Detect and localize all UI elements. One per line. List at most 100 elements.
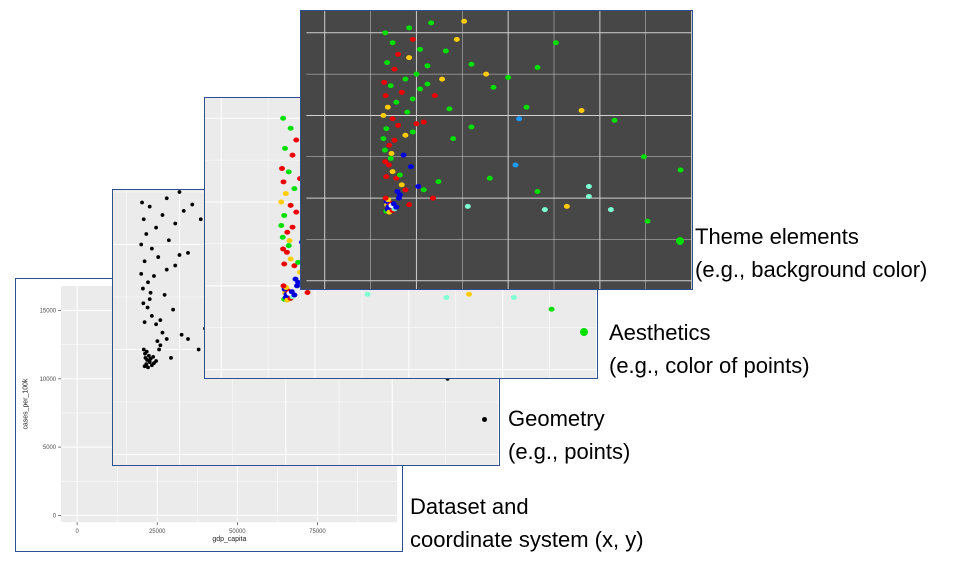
data-point <box>417 46 424 52</box>
data-point <box>381 79 388 85</box>
data-point <box>389 169 396 175</box>
data-point <box>400 152 407 158</box>
data-point <box>164 337 169 341</box>
data-point <box>142 259 147 264</box>
data-point <box>483 71 490 77</box>
data-point <box>186 337 190 341</box>
data-point <box>383 126 390 132</box>
data-point <box>541 207 548 213</box>
data-point <box>186 250 190 255</box>
data-point <box>162 292 167 297</box>
data-point <box>393 99 400 105</box>
data-point <box>611 117 618 123</box>
data-point <box>402 76 409 82</box>
x-tick-label: 75000 <box>309 529 326 535</box>
data-point <box>420 119 427 125</box>
data-point <box>154 225 158 230</box>
data-point <box>409 36 416 42</box>
data-point <box>179 332 184 337</box>
data-point <box>442 48 449 54</box>
data-point <box>145 305 150 310</box>
data-point <box>140 200 144 205</box>
data-point <box>158 343 163 348</box>
data-point <box>387 155 394 161</box>
data-point <box>406 55 413 61</box>
data-point <box>409 96 416 102</box>
data-point <box>169 355 173 360</box>
data-point <box>171 307 175 312</box>
data-point <box>156 255 161 259</box>
data-point <box>146 353 151 358</box>
data-point <box>407 164 414 170</box>
x-axis-label: gdp_capita <box>212 536 246 543</box>
x-tick-label: 25000 <box>149 529 166 535</box>
data-point <box>293 137 300 143</box>
data-point <box>141 347 146 352</box>
data-point <box>490 84 497 90</box>
data-point <box>190 202 195 207</box>
data-point <box>534 188 541 194</box>
data-point <box>293 209 300 215</box>
data-point <box>435 179 442 185</box>
data-point <box>505 74 512 80</box>
data-point <box>406 25 413 31</box>
data-point <box>164 196 169 201</box>
data-point <box>391 137 398 143</box>
data-point <box>381 147 388 153</box>
data-point <box>523 104 530 110</box>
data-point <box>278 199 285 205</box>
y-tick-label: 10000 <box>40 377 57 383</box>
data-point <box>429 195 436 201</box>
aesthetics-outside-point <box>580 328 588 336</box>
data-point <box>141 286 145 291</box>
data-point <box>585 184 592 190</box>
data-point <box>384 104 391 110</box>
y-tick-label: 15000 <box>40 309 57 315</box>
data-point <box>285 243 292 249</box>
data-point <box>148 357 153 361</box>
data-point <box>424 63 431 69</box>
data-point <box>160 213 165 217</box>
data-point <box>417 86 424 92</box>
data-point <box>450 136 457 142</box>
data-point <box>389 116 396 122</box>
data-point <box>424 81 431 87</box>
data-point <box>511 295 517 301</box>
data-point <box>406 202 413 208</box>
data-point <box>144 362 149 367</box>
data-point <box>291 292 298 298</box>
data-point <box>141 301 146 306</box>
data-point <box>516 116 523 122</box>
data-point <box>173 263 178 268</box>
caption-aesthetics: Aesthetics (e.g., color of points) <box>609 316 810 382</box>
data-point <box>380 112 387 118</box>
data-point <box>141 217 146 222</box>
data-point <box>278 223 285 228</box>
caption-aesthetics-line1: Aesthetics <box>609 320 711 345</box>
data-point <box>144 232 149 236</box>
data-point <box>431 93 438 99</box>
data-point <box>147 360 152 364</box>
data-point <box>287 256 294 262</box>
data-point <box>383 174 390 180</box>
data-point <box>640 154 647 160</box>
data-point <box>396 172 403 178</box>
data-point <box>158 318 163 322</box>
data-point <box>465 291 472 297</box>
data-point <box>364 291 371 297</box>
data-point <box>154 322 158 327</box>
data-point <box>585 193 592 199</box>
data-point <box>287 125 294 131</box>
data-point <box>177 190 182 194</box>
y-tick-label: 5000 <box>43 445 57 451</box>
data-point <box>420 187 427 193</box>
data-point <box>145 358 150 362</box>
data-point <box>382 30 389 36</box>
caption-geometry: Geometry (e.g., points) <box>508 402 630 468</box>
data-point <box>160 330 165 335</box>
data-point <box>453 36 460 42</box>
data-point <box>284 229 291 235</box>
data-point <box>464 203 471 209</box>
caption-dataset-line2: coordinate system (x, y) <box>410 527 644 552</box>
data-point <box>173 221 178 226</box>
